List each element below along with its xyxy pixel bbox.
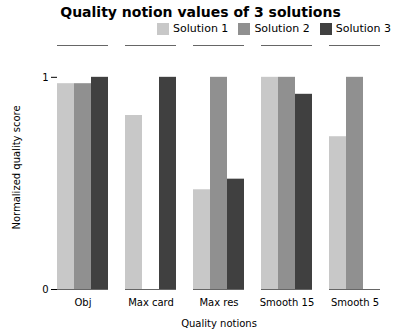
svg-text:Max res: Max res	[199, 297, 238, 308]
svg-text:Obj: Obj	[75, 297, 92, 308]
svg-text:0: 0	[42, 284, 48, 295]
html-text:Quality notion values of 3 sol: Quality notion values of 3 solutions	[60, 4, 341, 20]
html-text:Solution 3: Solution 3	[335, 22, 391, 35]
svg-text:Quality notions: Quality notions	[181, 318, 257, 329]
svg-text:1: 1	[42, 72, 48, 83]
svg-text:Max card: Max card	[128, 297, 174, 308]
html-text:Solution 1: Solution 1	[173, 22, 229, 35]
svg-text:Smooth 15: Smooth 15	[260, 297, 315, 308]
svg-text:Normalized quality score: Normalized quality score	[11, 105, 22, 229]
svg-text:Smooth 5: Smooth 5	[331, 297, 379, 308]
html-text:Solution 2: Solution 2	[254, 22, 310, 35]
